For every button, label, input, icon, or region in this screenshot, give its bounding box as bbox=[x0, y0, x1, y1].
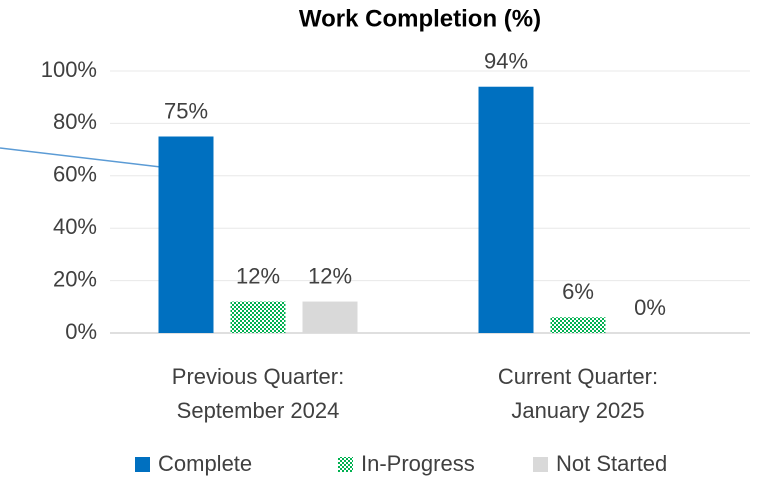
y-tick-label: 0% bbox=[65, 319, 97, 344]
chart-title: Work Completion (%) bbox=[299, 5, 541, 32]
y-tick-label: 60% bbox=[53, 162, 97, 187]
legend-label: Complete bbox=[158, 451, 252, 476]
value-label: 0% bbox=[634, 295, 666, 320]
y-tick-label: 100% bbox=[41, 57, 97, 82]
value-label: 12% bbox=[236, 263, 280, 288]
y-tick-label: 20% bbox=[53, 266, 97, 291]
y-tick-label: 40% bbox=[53, 214, 97, 239]
legend-swatch bbox=[533, 457, 548, 472]
legend-swatch bbox=[338, 457, 353, 472]
x-tick-label: Previous Quarter: September 2024 bbox=[172, 364, 344, 423]
y-tick-label: 80% bbox=[53, 109, 97, 134]
value-label: 6% bbox=[562, 279, 594, 304]
value-label: 75% bbox=[164, 98, 208, 123]
legend-swatch bbox=[135, 457, 150, 472]
legend-label: Not Started bbox=[556, 451, 667, 476]
value-label: 94% bbox=[484, 49, 528, 74]
bar bbox=[550, 317, 606, 333]
bar bbox=[478, 86, 534, 333]
bar bbox=[158, 136, 214, 333]
x-tick-label: Current Quarter: January 2025 bbox=[498, 364, 658, 423]
bar bbox=[302, 301, 358, 333]
annotation-arrow bbox=[0, 147, 188, 175]
value-label: 12% bbox=[308, 263, 352, 288]
legend-label: In-Progress bbox=[361, 451, 475, 476]
bar bbox=[230, 301, 286, 333]
